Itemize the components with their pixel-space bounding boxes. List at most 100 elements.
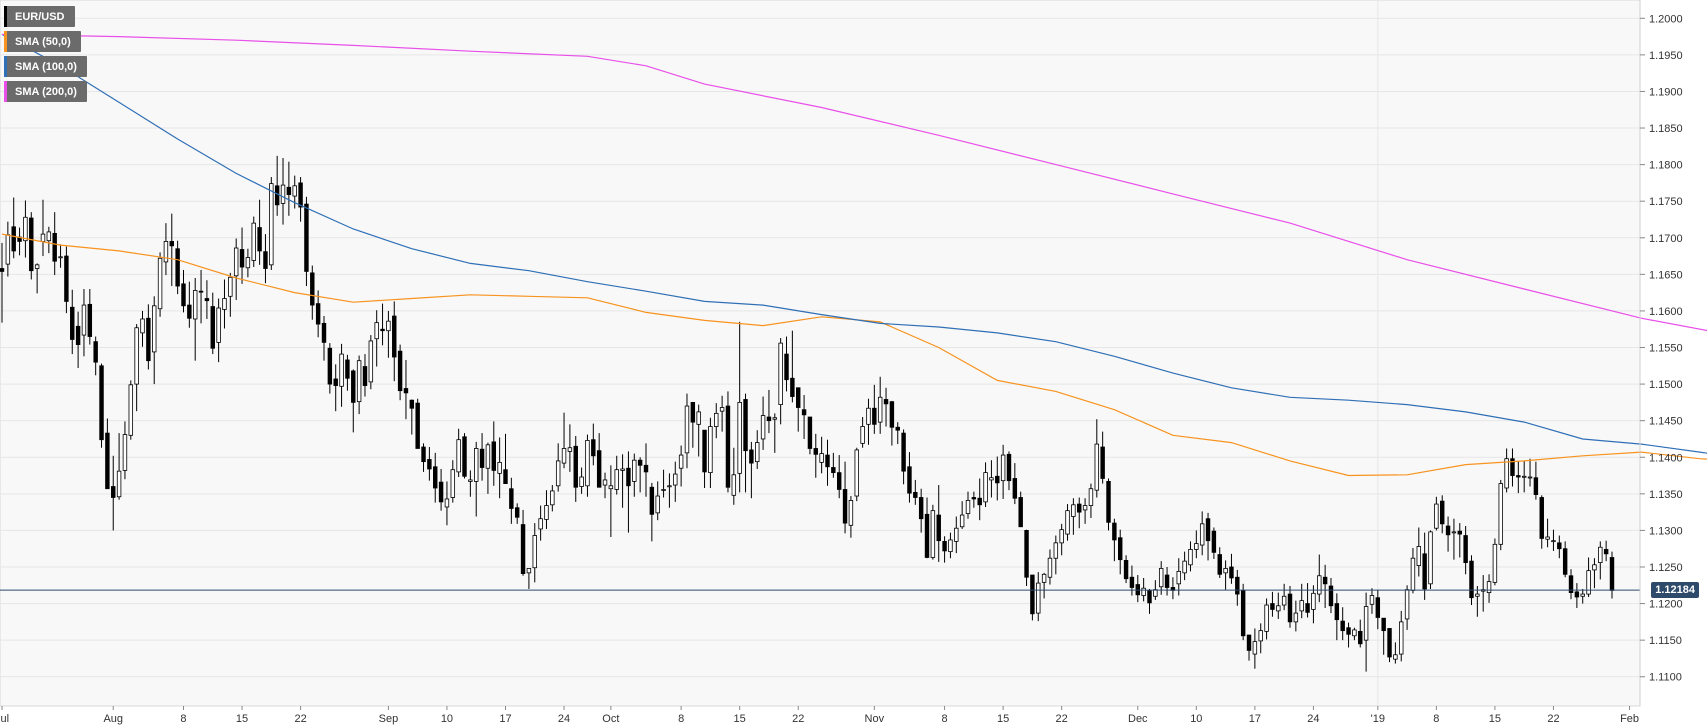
y-tick-label: 1.1650 xyxy=(1649,269,1683,281)
candle xyxy=(1475,586,1480,617)
candle xyxy=(637,457,643,493)
candle-body xyxy=(1381,617,1386,632)
candle xyxy=(573,436,578,502)
candle-body xyxy=(1399,621,1404,655)
candle xyxy=(1188,541,1193,572)
candle-body xyxy=(778,342,783,405)
candle xyxy=(1434,496,1439,531)
candle-body xyxy=(1059,529,1064,544)
legend-label: EUR/USD xyxy=(15,10,65,23)
candle-body xyxy=(1182,560,1187,574)
candle-body xyxy=(46,231,52,242)
candle-body xyxy=(1510,458,1515,476)
candle-body xyxy=(760,415,766,440)
candle xyxy=(766,389,772,434)
y-tick-label: 1.1350 xyxy=(1649,489,1683,501)
candle-body xyxy=(310,272,315,306)
candle xyxy=(1199,511,1205,556)
candle xyxy=(684,393,690,469)
candle xyxy=(813,433,818,478)
candle-body xyxy=(58,256,63,259)
legend-item[interactable]: SMA (50,0) xyxy=(4,31,81,52)
candle-body xyxy=(573,445,578,488)
candle xyxy=(1047,549,1053,585)
y-tick-label: 1.1500 xyxy=(1649,379,1683,391)
candle-body xyxy=(614,469,619,490)
candle xyxy=(1317,554,1322,603)
candle-body xyxy=(116,470,122,498)
candle-body xyxy=(790,377,795,397)
x-tick-label: 24 xyxy=(558,713,570,725)
candle-body xyxy=(772,417,778,420)
candle-body xyxy=(555,460,561,487)
candle xyxy=(1077,497,1082,529)
candle-body xyxy=(895,426,900,431)
sma-line xyxy=(1,33,1707,454)
candle-body xyxy=(1486,581,1492,594)
candle-body xyxy=(924,513,930,558)
candle-body xyxy=(719,407,725,412)
candle-body xyxy=(749,449,754,464)
candle xyxy=(1363,592,1369,672)
candle-body xyxy=(995,475,1000,484)
candle xyxy=(450,460,456,503)
candle xyxy=(327,343,333,394)
x-tick-label: 15 xyxy=(1489,713,1501,725)
x-tick-label: 8 xyxy=(678,713,684,725)
candle xyxy=(772,413,778,453)
candle-body xyxy=(1475,593,1480,597)
candle-body xyxy=(105,432,110,490)
candle-body xyxy=(1457,530,1462,535)
legend-item[interactable]: SMA (100,0) xyxy=(4,56,87,77)
candle xyxy=(175,240,180,295)
candle-body xyxy=(1053,542,1059,559)
candle xyxy=(70,289,75,355)
candle-body xyxy=(1346,627,1351,635)
candle xyxy=(836,455,842,499)
candle-body xyxy=(356,360,362,403)
candle xyxy=(1100,431,1105,484)
candle-body xyxy=(1317,575,1322,595)
candle xyxy=(760,396,766,450)
candle-body xyxy=(1199,523,1205,546)
candle xyxy=(643,443,649,497)
candle-body xyxy=(286,186,292,196)
candle-body xyxy=(433,466,438,489)
candle-body xyxy=(848,500,854,526)
x-tick-label: Oct xyxy=(602,713,619,725)
candle-body xyxy=(526,568,532,574)
candle xyxy=(146,304,151,370)
candle-body xyxy=(280,184,286,204)
x-tick-label: 22 xyxy=(792,713,804,725)
candle xyxy=(1598,541,1603,580)
candle xyxy=(596,433,602,488)
candle xyxy=(1258,623,1263,654)
candle xyxy=(1293,600,1299,632)
candle xyxy=(1287,586,1293,628)
candle xyxy=(0,242,5,323)
candle xyxy=(1463,526,1468,575)
candle xyxy=(169,213,174,287)
candle xyxy=(1246,634,1252,661)
candle-body xyxy=(1492,543,1498,583)
candle xyxy=(719,395,725,432)
candle-body xyxy=(1194,543,1199,550)
candle-body xyxy=(397,350,403,392)
x-tick-label: 17 xyxy=(499,713,511,725)
candle-body xyxy=(1176,570,1181,585)
candle xyxy=(632,453,637,497)
x-tick-label: 15 xyxy=(734,713,746,725)
y-tick-label: 1.1400 xyxy=(1649,452,1683,464)
price-axis: 1.2000 1.1950 1.1900 1.1850 1.1800 1.1750 1.17… xyxy=(1639,0,1683,706)
legend-item[interactable]: EUR/USD xyxy=(4,6,75,27)
candle-body xyxy=(1077,503,1082,513)
candle xyxy=(1000,444,1006,499)
candle xyxy=(1527,458,1533,487)
candle-body xyxy=(233,247,239,277)
candle-body xyxy=(1211,530,1217,553)
legend-item[interactable]: SMA (200,0) xyxy=(4,81,87,102)
candle-body xyxy=(1258,630,1263,642)
candle-body xyxy=(1521,475,1527,478)
candle-body xyxy=(907,466,912,494)
